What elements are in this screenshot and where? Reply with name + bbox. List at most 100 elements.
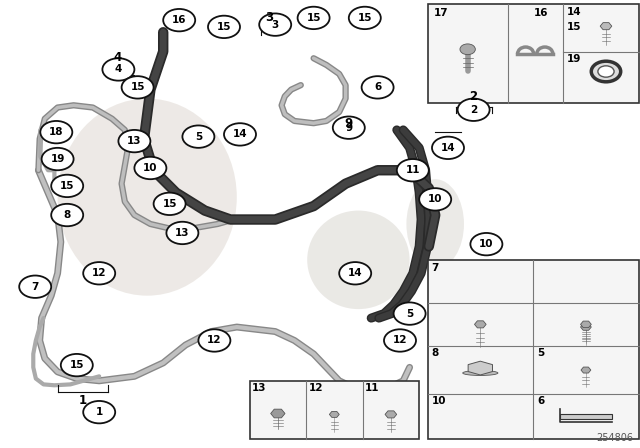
Text: 8: 8 bbox=[431, 348, 438, 358]
Text: 15: 15 bbox=[567, 22, 581, 31]
Circle shape bbox=[61, 354, 93, 376]
Circle shape bbox=[349, 7, 381, 29]
Circle shape bbox=[397, 159, 429, 181]
Text: 12: 12 bbox=[207, 336, 221, 345]
Text: 11: 11 bbox=[406, 165, 420, 175]
Circle shape bbox=[339, 262, 371, 284]
Text: 254806: 254806 bbox=[596, 433, 634, 443]
Text: 15: 15 bbox=[131, 82, 145, 92]
Text: 8: 8 bbox=[63, 210, 71, 220]
Text: 12: 12 bbox=[308, 383, 323, 393]
Text: 2: 2 bbox=[470, 90, 477, 103]
Bar bbox=[428, 260, 639, 439]
Circle shape bbox=[134, 157, 166, 179]
Bar bbox=[250, 381, 419, 439]
Text: 16: 16 bbox=[533, 8, 548, 18]
Text: 3: 3 bbox=[266, 10, 273, 24]
Circle shape bbox=[42, 148, 74, 170]
Ellipse shape bbox=[58, 99, 237, 296]
Circle shape bbox=[122, 76, 154, 99]
Text: 12: 12 bbox=[92, 268, 106, 278]
Text: 13: 13 bbox=[175, 228, 189, 238]
Circle shape bbox=[224, 123, 256, 146]
Text: 19: 19 bbox=[567, 54, 581, 64]
Circle shape bbox=[163, 9, 195, 31]
Circle shape bbox=[208, 16, 240, 38]
Circle shape bbox=[51, 204, 83, 226]
Text: 5: 5 bbox=[195, 132, 202, 142]
Text: 1: 1 bbox=[79, 394, 87, 408]
Circle shape bbox=[598, 66, 614, 77]
Text: 15: 15 bbox=[60, 181, 74, 191]
Circle shape bbox=[154, 193, 186, 215]
Text: 5: 5 bbox=[406, 309, 413, 319]
Circle shape bbox=[470, 233, 502, 255]
Text: 10: 10 bbox=[479, 239, 493, 249]
Text: 4: 4 bbox=[115, 65, 122, 74]
Text: 17: 17 bbox=[434, 8, 449, 18]
Polygon shape bbox=[271, 409, 285, 418]
Circle shape bbox=[384, 329, 416, 352]
Circle shape bbox=[460, 44, 476, 55]
Circle shape bbox=[19, 276, 51, 298]
Polygon shape bbox=[474, 321, 486, 328]
Circle shape bbox=[102, 58, 134, 81]
Circle shape bbox=[182, 125, 214, 148]
Text: 14: 14 bbox=[233, 129, 247, 139]
Text: 12: 12 bbox=[393, 336, 407, 345]
Polygon shape bbox=[561, 414, 612, 419]
Circle shape bbox=[333, 116, 365, 139]
Polygon shape bbox=[580, 324, 591, 330]
Text: 15: 15 bbox=[307, 13, 321, 23]
Circle shape bbox=[362, 76, 394, 99]
Circle shape bbox=[198, 329, 230, 352]
Circle shape bbox=[298, 7, 330, 29]
Text: 15: 15 bbox=[163, 199, 177, 209]
Text: 15: 15 bbox=[70, 360, 84, 370]
Polygon shape bbox=[600, 23, 612, 30]
Circle shape bbox=[118, 130, 150, 152]
Polygon shape bbox=[468, 361, 493, 375]
Text: 4: 4 bbox=[113, 51, 121, 64]
Circle shape bbox=[83, 401, 115, 423]
Circle shape bbox=[166, 222, 198, 244]
Text: 7: 7 bbox=[431, 263, 439, 273]
Text: 7: 7 bbox=[31, 282, 39, 292]
Text: 13: 13 bbox=[252, 383, 267, 393]
Circle shape bbox=[458, 99, 490, 121]
Text: 10: 10 bbox=[431, 396, 446, 406]
Text: 9: 9 bbox=[345, 116, 353, 130]
Text: 2: 2 bbox=[470, 105, 477, 115]
Text: 3: 3 bbox=[271, 20, 279, 30]
Text: 15: 15 bbox=[217, 22, 231, 32]
Circle shape bbox=[591, 61, 621, 82]
Text: 1: 1 bbox=[95, 407, 103, 417]
Text: 19: 19 bbox=[51, 154, 65, 164]
Circle shape bbox=[432, 137, 464, 159]
Text: 6: 6 bbox=[537, 396, 544, 406]
Ellipse shape bbox=[406, 179, 464, 269]
Text: 13: 13 bbox=[127, 136, 141, 146]
Circle shape bbox=[40, 121, 72, 143]
Polygon shape bbox=[330, 411, 339, 418]
Text: 10: 10 bbox=[143, 163, 157, 173]
Ellipse shape bbox=[307, 211, 410, 309]
Text: 6: 6 bbox=[374, 82, 381, 92]
Text: 11: 11 bbox=[365, 383, 380, 393]
Text: 15: 15 bbox=[358, 13, 372, 23]
Circle shape bbox=[419, 188, 451, 211]
Text: 14: 14 bbox=[441, 143, 455, 153]
Text: 10: 10 bbox=[428, 194, 442, 204]
Circle shape bbox=[51, 175, 83, 197]
Circle shape bbox=[259, 13, 291, 36]
Bar bbox=[428, 4, 639, 103]
Polygon shape bbox=[581, 367, 591, 373]
Polygon shape bbox=[385, 411, 397, 418]
Text: 16: 16 bbox=[172, 15, 186, 25]
Text: 18: 18 bbox=[49, 127, 63, 137]
Circle shape bbox=[83, 262, 115, 284]
Circle shape bbox=[394, 302, 426, 325]
Polygon shape bbox=[580, 321, 591, 327]
Text: 14: 14 bbox=[348, 268, 362, 278]
Text: 5: 5 bbox=[537, 348, 544, 358]
